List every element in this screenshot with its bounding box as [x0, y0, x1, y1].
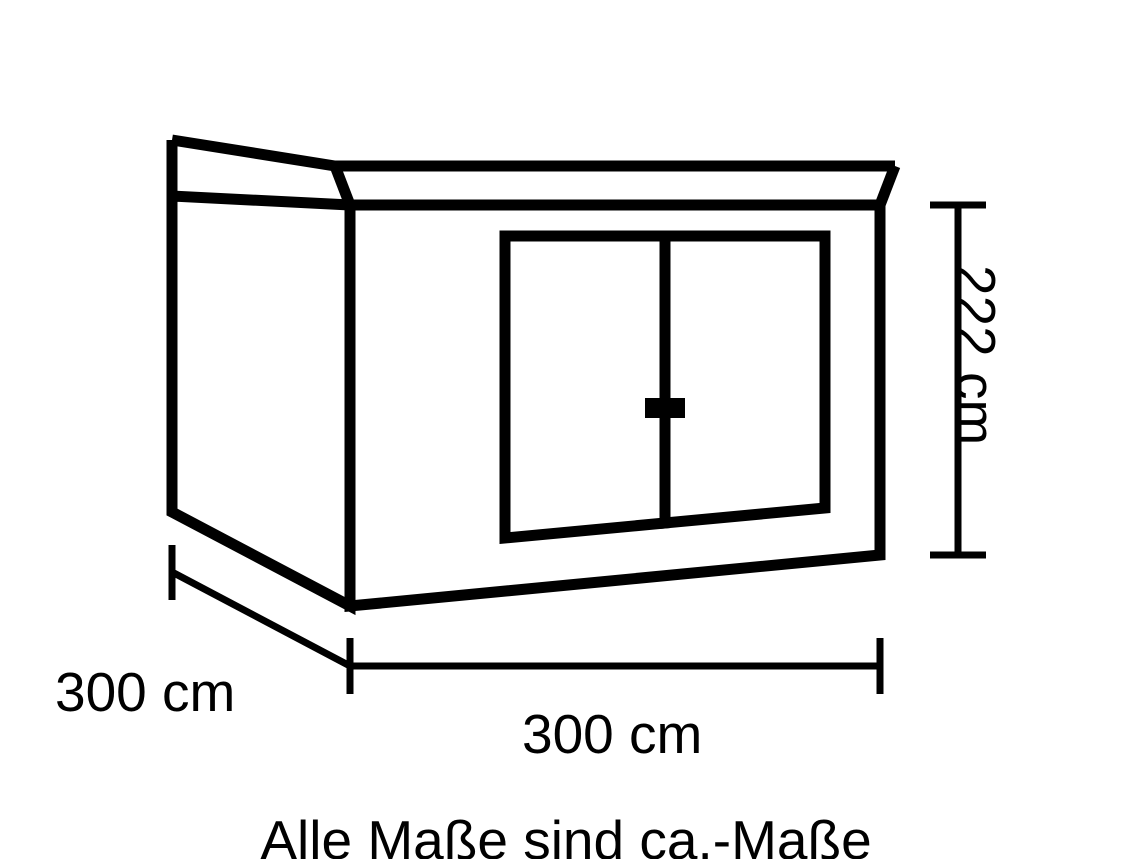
- dimension-depth-label: 300 cm: [55, 660, 235, 724]
- door-right: [665, 236, 825, 523]
- footer-note: Alle Maße sind ca.-Maße: [0, 808, 1132, 859]
- door-handle: [645, 398, 685, 418]
- dimension-drawing: 300 cm 300 cm 222 cm Alle Maße sind ca.-…: [0, 0, 1132, 859]
- roof-depth-edge: [172, 140, 335, 166]
- roof-right-drop: [880, 166, 895, 205]
- shed-side-face: [172, 196, 350, 606]
- shed-front-face: [350, 205, 880, 606]
- door-left: [505, 236, 665, 538]
- dimension-height-label: 222 cm: [944, 265, 1008, 445]
- dimension-width-label: 300 cm: [522, 702, 702, 766]
